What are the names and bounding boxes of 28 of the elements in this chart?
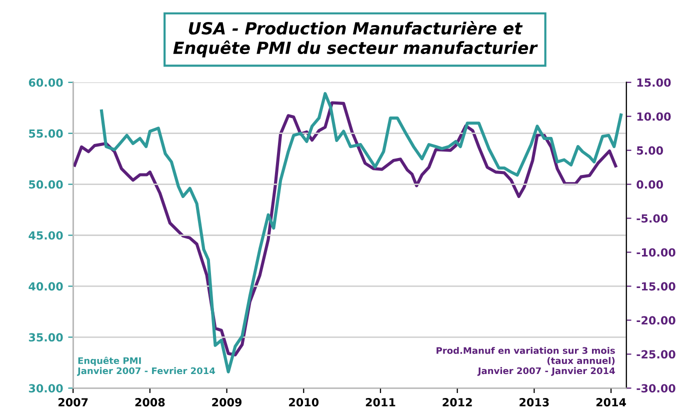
annotation: Prod.Manuf en variation sur 3 mois (taux annuel) Janvier 2007 - Janvier 2014 (436, 346, 615, 376)
chart-title: USA - Production Manufacturière et Enquête PMI du secteur manufacturier (173, 21, 538, 58)
y2-tick-label: 15.00 (637, 78, 671, 87)
y2-tick-label: -20.00 (636, 316, 676, 325)
x-tick-label: 2013 (520, 398, 549, 406)
y-tick-label: 60.00 (28, 78, 63, 87)
y2-tick-label: -15.00 (636, 282, 676, 291)
annotation: Enquête PMI Janvier 2007 - Fevrier 2014 (77, 356, 216, 376)
y2-tick-label: 5.00 (636, 146, 664, 155)
x-tick-label: 2011 (366, 398, 396, 406)
x-tick-label: 2009 (212, 398, 242, 406)
y2-tick-label: 10.00 (637, 112, 671, 121)
y-tick-label: 55.00 (29, 129, 63, 138)
x-tick-label: 2010 (289, 398, 319, 406)
x-tick-label: 2008 (135, 398, 165, 406)
y2-tick-label: -10.00 (636, 248, 676, 257)
y2-tick-label: -25.00 (636, 350, 676, 359)
y2-tick-label: -30.00 (636, 384, 676, 393)
y-tick-label: 50.00 (29, 180, 63, 189)
y-tick-label: 40.00 (28, 282, 63, 291)
y-tick-label: 35.00 (28, 333, 63, 342)
y2-tick-label: -5.00 (636, 214, 668, 223)
y2-tick-label: 0.00 (636, 180, 664, 189)
y-tick-label: 45.00 (28, 231, 63, 240)
x-tick-label: 2007 (58, 398, 88, 406)
x-tick-label: 2014 (596, 398, 626, 406)
x-tick-label: 2012 (442, 398, 472, 406)
y-tick-label: 30.00 (28, 384, 63, 393)
